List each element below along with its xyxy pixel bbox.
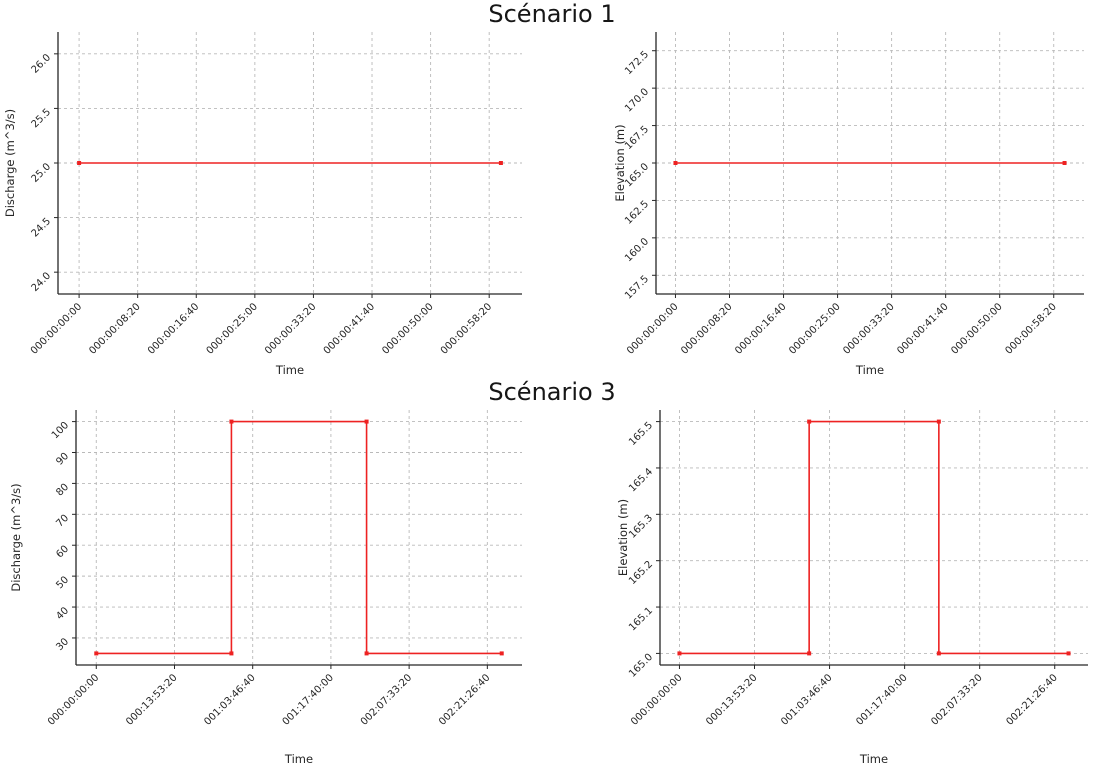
scenario1-elevation-plot: 000:00:00:00000:00:08:20000:00:16:40000:… (613, 32, 1084, 377)
svg-text:000:00:41:40: 000:00:41:40 (322, 301, 377, 356)
svg-text:000:00:16:40: 000:00:16:40 (146, 301, 201, 356)
svg-text:001:03:46:40: 001:03:46:40 (779, 672, 834, 727)
svg-text:000:00:58:20: 000:00:58:20 (439, 301, 494, 356)
svg-text:25.0: 25.0 (30, 161, 54, 185)
svg-text:002:07:33:20: 002:07:33:20 (929, 672, 984, 727)
svg-text:001:03:46:40: 001:03:46:40 (202, 672, 257, 727)
svg-text:001:17:40:00: 001:17:40:00 (854, 672, 909, 727)
svg-text:24.5: 24.5 (30, 216, 54, 240)
svg-text:000:00:00:00: 000:00:00:00 (46, 672, 101, 727)
chart-scenario3-discharge: 000:00:00:00 000:13:53:20 001:03:46:40 001:… (0, 402, 552, 777)
svg-text:002:21:26:40: 002:21:26:40 (1004, 672, 1059, 727)
svg-text:Time: Time (859, 752, 888, 766)
svg-text:000:00:25:00: 000:00:25:00 (787, 301, 842, 356)
svg-text:165.3: 165.3 (627, 513, 655, 541)
svg-text:000:13:53:20: 000:13:53:20 (704, 672, 759, 727)
svg-text:165.5: 165.5 (627, 420, 655, 448)
chart-scenario3-elevation: 000:00:00:00 000:13:53:20 001:03:46:40 001:… (552, 402, 1104, 777)
chart-scenario1-discharge: 000:00:00:00 000:00:08:20 000:00:16:40 000:… (0, 22, 552, 386)
svg-text:000:00:58:20: 000:00:58:20 (1003, 301, 1058, 356)
svg-text:24.0: 24.0 (30, 271, 54, 295)
svg-text:40: 40 (54, 605, 71, 622)
svg-text:Elevation (m): Elevation (m) (613, 124, 627, 201)
svg-text:Elevation (m): Elevation (m) (616, 499, 630, 576)
svg-text:157.5: 157.5 (623, 274, 651, 302)
svg-text:90: 90 (54, 451, 71, 468)
scenario-3-title: Scénario 3 (488, 378, 616, 406)
svg-text:170.0: 170.0 (623, 86, 651, 114)
svg-text:000:00:00:00: 000:00:00:00 (29, 301, 84, 356)
scenario-1-title: Scénario 1 (488, 0, 616, 28)
svg-text:100: 100 (50, 420, 71, 441)
svg-text:Time: Time (275, 363, 304, 377)
svg-text:160.0: 160.0 (623, 236, 651, 264)
svg-text:25.5: 25.5 (30, 107, 54, 131)
svg-text:000:00:41:40: 000:00:41:40 (895, 301, 950, 356)
svg-text:001:17:40:00: 001:17:40:00 (281, 672, 336, 727)
svg-text:002:07:33:20: 002:07:33:20 (359, 672, 414, 727)
svg-text:000:00:33:20: 000:00:33:20 (263, 301, 318, 356)
svg-text:000:00:00:00: 000:00:00:00 (629, 672, 684, 727)
svg-text:80: 80 (54, 482, 71, 499)
svg-text:000:00:08:20: 000:00:08:20 (87, 301, 142, 356)
svg-text:000:00:33:20: 000:00:33:20 (841, 301, 896, 356)
svg-text:000:00:25:00: 000:00:25:00 (205, 301, 260, 356)
svg-text:167.5: 167.5 (623, 124, 651, 152)
scenario3-discharge-plot: 000:00:00:00 000:13:53:20 001:03:46:40 001:… (9, 410, 522, 766)
svg-text:172.5: 172.5 (623, 49, 651, 77)
svg-text:165.2: 165.2 (627, 559, 655, 587)
svg-text:165.0: 165.0 (627, 652, 655, 680)
chart-scenario1-elevation: 000:00:00:00 000:00:08:20 000:00:16:40 000:… (552, 22, 1104, 386)
scenario1-discharge-plot: 000:00:00:00 000:00:08:20 000:00:16:40 000:… (3, 32, 522, 377)
svg-text:50: 50 (54, 574, 71, 591)
svg-text:Discharge (m^3/s): Discharge (m^3/s) (3, 109, 17, 217)
svg-text:002:21:26:40: 002:21:26:40 (437, 672, 492, 727)
svg-text:70: 70 (54, 513, 71, 530)
scenario3-elevation-plot: 000:00:00:00 000:13:53:20 001:03:46:40 001:… (616, 410, 1088, 766)
svg-text:Discharge (m^3/s): Discharge (m^3/s) (9, 483, 23, 591)
svg-text:Time: Time (855, 363, 884, 377)
svg-text:165.1: 165.1 (627, 605, 655, 633)
svg-text:60: 60 (54, 544, 71, 561)
svg-text:30: 30 (54, 636, 71, 653)
svg-text:000:00:08:20: 000:00:08:20 (679, 301, 734, 356)
svg-text:000:00:16:40: 000:00:16:40 (733, 301, 788, 356)
svg-text:000:00:50:00: 000:00:50:00 (949, 301, 1004, 356)
svg-text:165.0: 165.0 (623, 161, 651, 189)
svg-text:165.4: 165.4 (627, 466, 655, 494)
svg-text:26.0: 26.0 (30, 52, 54, 76)
svg-text:Time: Time (284, 752, 313, 766)
svg-text:000:13:53:20: 000:13:53:20 (124, 672, 179, 727)
svg-text:162.5: 162.5 (623, 199, 651, 227)
svg-text:000:00:00:00: 000:00:00:00 (625, 301, 680, 356)
svg-text:000:00:50:00: 000:00:50:00 (380, 301, 435, 356)
